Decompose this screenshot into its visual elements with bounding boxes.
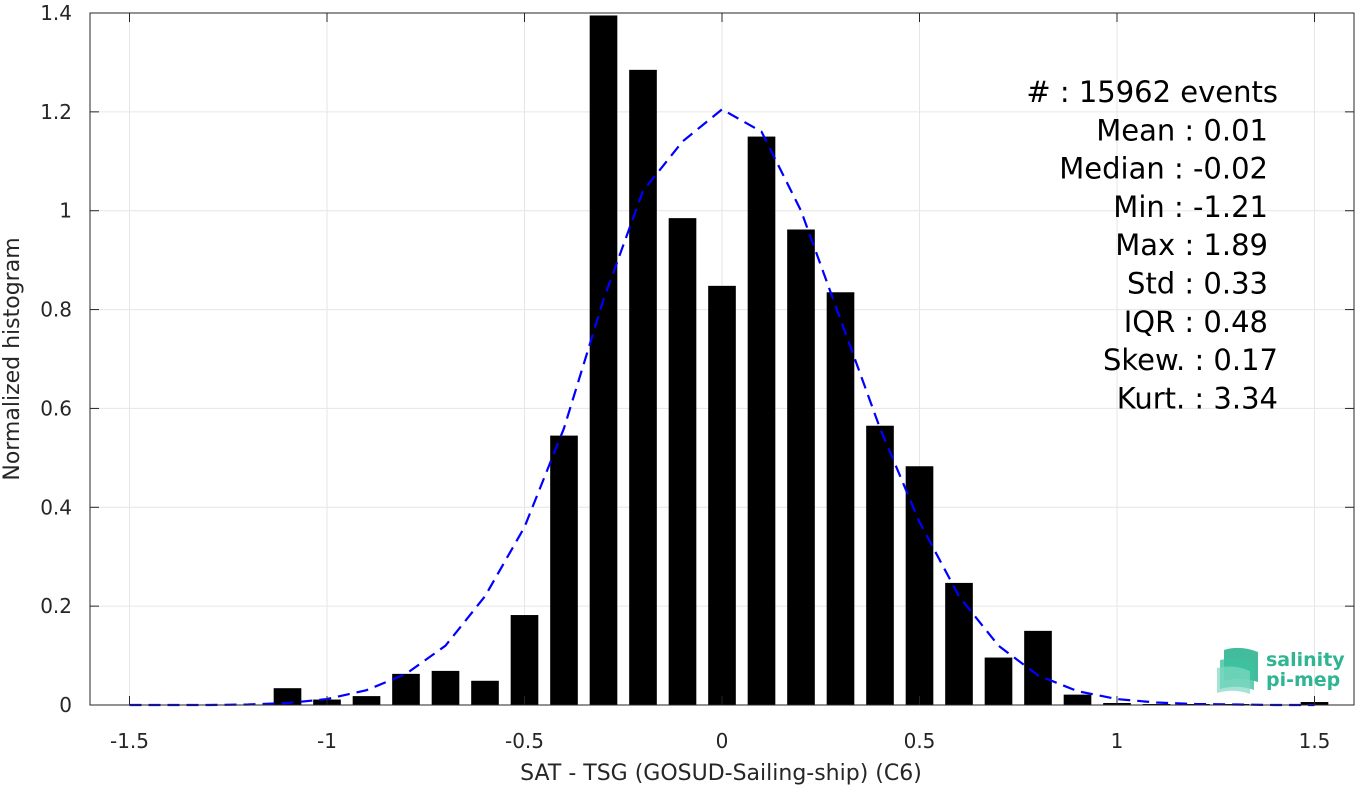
histogram-bar [629, 69, 657, 706]
histogram-bar [945, 582, 973, 705]
x-tick-label: -1.5 [110, 729, 149, 753]
axis-ticks [90, 12, 1354, 706]
stat-line: Median : -0.02 [1059, 152, 1268, 186]
y-tick-label: 0.4 [40, 495, 72, 519]
stat-line: Std : 0.33 [1127, 267, 1268, 301]
y-tick-label: 0.6 [40, 396, 72, 420]
histogram-bar [984, 657, 1013, 705]
x-tick-label: 0 [716, 729, 729, 753]
stat-line: IQR : 0.48 [1124, 305, 1268, 339]
histogram-bar [431, 670, 460, 705]
histogram-bar [392, 673, 420, 705]
histogram-bar [471, 680, 499, 705]
histogram-bars [273, 15, 1329, 706]
x-tick-labels: -1.5 -1 -0.5 0 0.5 1 1.5 [110, 729, 1330, 753]
wave-logo-icon [1217, 647, 1258, 694]
y-tick-label: 1.2 [40, 100, 72, 124]
y-tick-label: 1.4 [40, 1, 72, 25]
histogram-bar [826, 292, 855, 705]
histogram-bar [1024, 630, 1052, 705]
y-tick-labels: 0 0.2 0.4 0.6 0.8 1 1.2 1.4 [40, 1, 72, 717]
x-tick-label: 1.5 [1299, 729, 1331, 753]
histogram-bar [589, 15, 618, 705]
y-tick-label: 1 [59, 199, 72, 223]
stat-line: Kurt. : 3.34 [1117, 381, 1278, 415]
x-tick-label: -1 [317, 729, 337, 753]
logo-line2: pi-mep [1266, 669, 1340, 691]
stat-line: Max : 1.89 [1115, 228, 1268, 262]
histogram-bar [708, 285, 736, 705]
histogram-bar [668, 218, 697, 705]
histogram-bar [550, 435, 578, 705]
stat-line: Skew. : 0.17 [1103, 343, 1278, 377]
histogram-bar [510, 615, 539, 705]
x-tick-label: 1 [1111, 729, 1124, 753]
logo-line1: salinity [1266, 649, 1345, 671]
salinity-pi-mep-logo: salinity pi-mep [1217, 647, 1345, 694]
histogram-bar [905, 466, 934, 705]
statistics-annotation: # : 15962 events Mean : 0.01 Median : -0.0… [1026, 75, 1278, 415]
y-tick-label: 0.2 [40, 594, 72, 618]
histogram-bar [1063, 694, 1092, 705]
histogram-bar [787, 229, 815, 706]
histogram-bar [273, 688, 302, 705]
histogram-bar [352, 696, 381, 705]
stat-line: Mean : 0.01 [1096, 113, 1268, 147]
x-tick-label: 0.5 [904, 729, 936, 753]
histogram-bar [866, 425, 894, 705]
x-tick-label: -0.5 [505, 729, 544, 753]
y-axis-title: Normalized histogram [0, 237, 25, 480]
stat-line: # : 15962 events [1026, 75, 1278, 109]
y-tick-label: 0 [59, 693, 72, 717]
y-tick-label: 0.8 [40, 298, 72, 322]
stat-line: Min : -1.21 [1113, 190, 1268, 224]
histogram-bar [747, 136, 776, 706]
x-axis-title: SAT - TSG (GOSUD-Sailing-ship) (C6) [520, 761, 922, 786]
